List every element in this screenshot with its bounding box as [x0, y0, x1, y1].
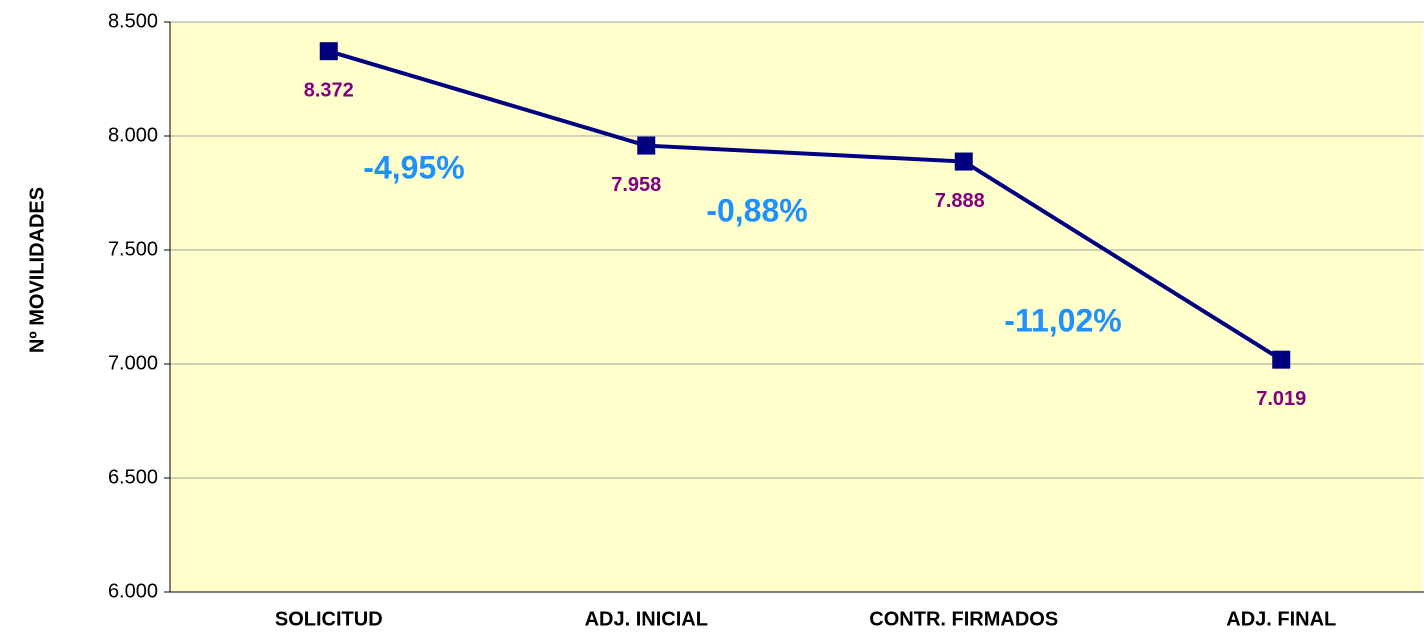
data-label: 7.888 [935, 190, 985, 212]
annotation: -4,95% [363, 149, 464, 185]
marker [637, 136, 656, 155]
annotation: -11,02% [1004, 302, 1121, 338]
plot-area [170, 22, 1423, 592]
x-tick-label: ADJ. INICIAL [585, 608, 708, 630]
marker [1272, 350, 1291, 369]
data-label: 7.958 [611, 174, 661, 196]
y-axis-label: Nº MOVILIDADES [26, 187, 48, 353]
x-tick-label: CONTR. FIRMADOS [869, 608, 1058, 630]
annotation: -0,88% [706, 192, 807, 228]
y-tick-label: 8.500 [108, 10, 158, 32]
x-tick-label: ADJ. FINAL [1226, 608, 1336, 630]
y-tick-label: 8.000 [108, 124, 158, 146]
y-tick-label: 6.000 [108, 580, 158, 602]
marker [954, 152, 973, 171]
data-label: 7.019 [1256, 388, 1306, 410]
marker [319, 42, 338, 61]
y-tick-label: 6.500 [108, 466, 158, 488]
x-tick-label: SOLICITUD [275, 608, 383, 630]
y-tick-label: 7.500 [108, 238, 158, 260]
data-label: 8.372 [304, 79, 354, 101]
y-tick-label: 7.000 [108, 352, 158, 374]
line [328, 49, 1283, 362]
